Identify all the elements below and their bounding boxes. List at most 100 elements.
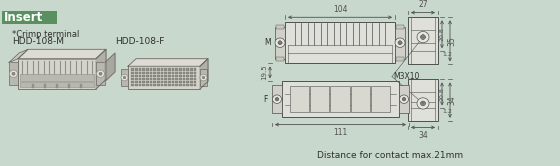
Bar xyxy=(44,84,46,88)
Bar xyxy=(128,66,200,89)
Text: 1.2: 1.2 xyxy=(442,109,452,114)
Bar xyxy=(142,84,145,86)
Bar xyxy=(183,84,185,86)
Bar xyxy=(157,72,160,74)
Bar xyxy=(165,68,167,71)
Bar xyxy=(142,78,145,80)
Bar xyxy=(161,84,164,86)
Bar xyxy=(190,72,193,74)
Bar xyxy=(183,68,185,71)
Bar xyxy=(135,75,138,77)
Bar xyxy=(179,78,181,80)
Text: 27: 27 xyxy=(418,0,428,9)
Circle shape xyxy=(399,95,408,103)
Bar xyxy=(135,68,138,71)
Polygon shape xyxy=(200,59,208,89)
Polygon shape xyxy=(9,49,28,62)
Text: 1.2: 1.2 xyxy=(442,52,452,57)
Bar xyxy=(179,72,181,74)
Polygon shape xyxy=(96,49,106,89)
Polygon shape xyxy=(128,59,208,66)
Bar xyxy=(395,27,405,59)
Bar xyxy=(183,78,185,80)
Text: 20.8: 20.8 xyxy=(439,27,444,41)
Bar xyxy=(135,78,138,80)
Bar xyxy=(161,75,164,77)
Bar xyxy=(132,75,134,77)
Bar xyxy=(150,81,152,83)
Text: 111: 111 xyxy=(333,128,348,137)
Bar xyxy=(290,86,309,112)
Bar xyxy=(186,72,189,74)
Bar xyxy=(179,75,181,77)
Text: F: F xyxy=(264,95,268,104)
Bar xyxy=(175,81,178,83)
Bar xyxy=(146,72,148,74)
Bar xyxy=(276,57,284,61)
Bar xyxy=(146,75,148,77)
Bar xyxy=(157,84,160,86)
Bar xyxy=(396,57,404,61)
Bar xyxy=(168,81,171,83)
Bar xyxy=(153,78,156,80)
Bar xyxy=(186,78,189,80)
Bar xyxy=(146,81,148,83)
Bar xyxy=(142,81,145,83)
Polygon shape xyxy=(18,49,106,59)
Bar xyxy=(168,75,171,77)
Bar xyxy=(135,84,138,86)
Circle shape xyxy=(99,72,102,75)
Bar xyxy=(168,68,171,71)
Bar xyxy=(282,81,399,117)
Bar xyxy=(9,62,18,85)
Bar xyxy=(371,86,390,112)
Bar xyxy=(172,72,174,74)
Bar xyxy=(351,86,370,112)
Bar xyxy=(194,75,196,77)
Circle shape xyxy=(202,76,205,79)
Bar xyxy=(408,17,438,64)
Bar xyxy=(186,81,189,83)
Bar xyxy=(157,75,160,77)
Circle shape xyxy=(417,31,429,43)
Bar xyxy=(150,72,152,74)
Bar xyxy=(275,27,285,59)
Circle shape xyxy=(200,74,207,81)
Circle shape xyxy=(417,98,429,109)
Text: Distance for contact max.21mm: Distance for contact max.21mm xyxy=(317,151,463,160)
Bar xyxy=(168,72,171,74)
Bar xyxy=(179,84,181,86)
Circle shape xyxy=(10,70,17,78)
Bar xyxy=(161,68,164,71)
Bar xyxy=(183,75,185,77)
Bar xyxy=(186,84,189,86)
Bar xyxy=(190,75,193,77)
Bar xyxy=(20,74,94,81)
Bar xyxy=(190,81,193,83)
Bar xyxy=(121,69,128,86)
Text: 20.8: 20.8 xyxy=(439,87,444,101)
Bar xyxy=(194,84,196,86)
Text: 104: 104 xyxy=(333,4,347,14)
Bar xyxy=(153,81,156,83)
Bar xyxy=(139,81,141,83)
Bar xyxy=(186,75,189,77)
Bar xyxy=(153,68,156,71)
Text: 19.5: 19.5 xyxy=(261,65,267,80)
Bar xyxy=(272,85,282,113)
Bar xyxy=(190,78,193,80)
Text: M: M xyxy=(264,38,271,47)
Bar xyxy=(157,68,160,71)
Bar xyxy=(132,81,134,83)
Bar xyxy=(161,81,164,83)
Bar xyxy=(150,75,152,77)
Bar xyxy=(165,81,167,83)
Bar xyxy=(135,81,138,83)
Bar xyxy=(56,84,58,88)
Bar xyxy=(330,86,349,112)
Text: 34: 34 xyxy=(418,131,428,140)
Bar xyxy=(161,72,164,74)
Bar xyxy=(190,84,193,86)
Bar xyxy=(161,78,164,80)
Bar xyxy=(139,75,141,77)
